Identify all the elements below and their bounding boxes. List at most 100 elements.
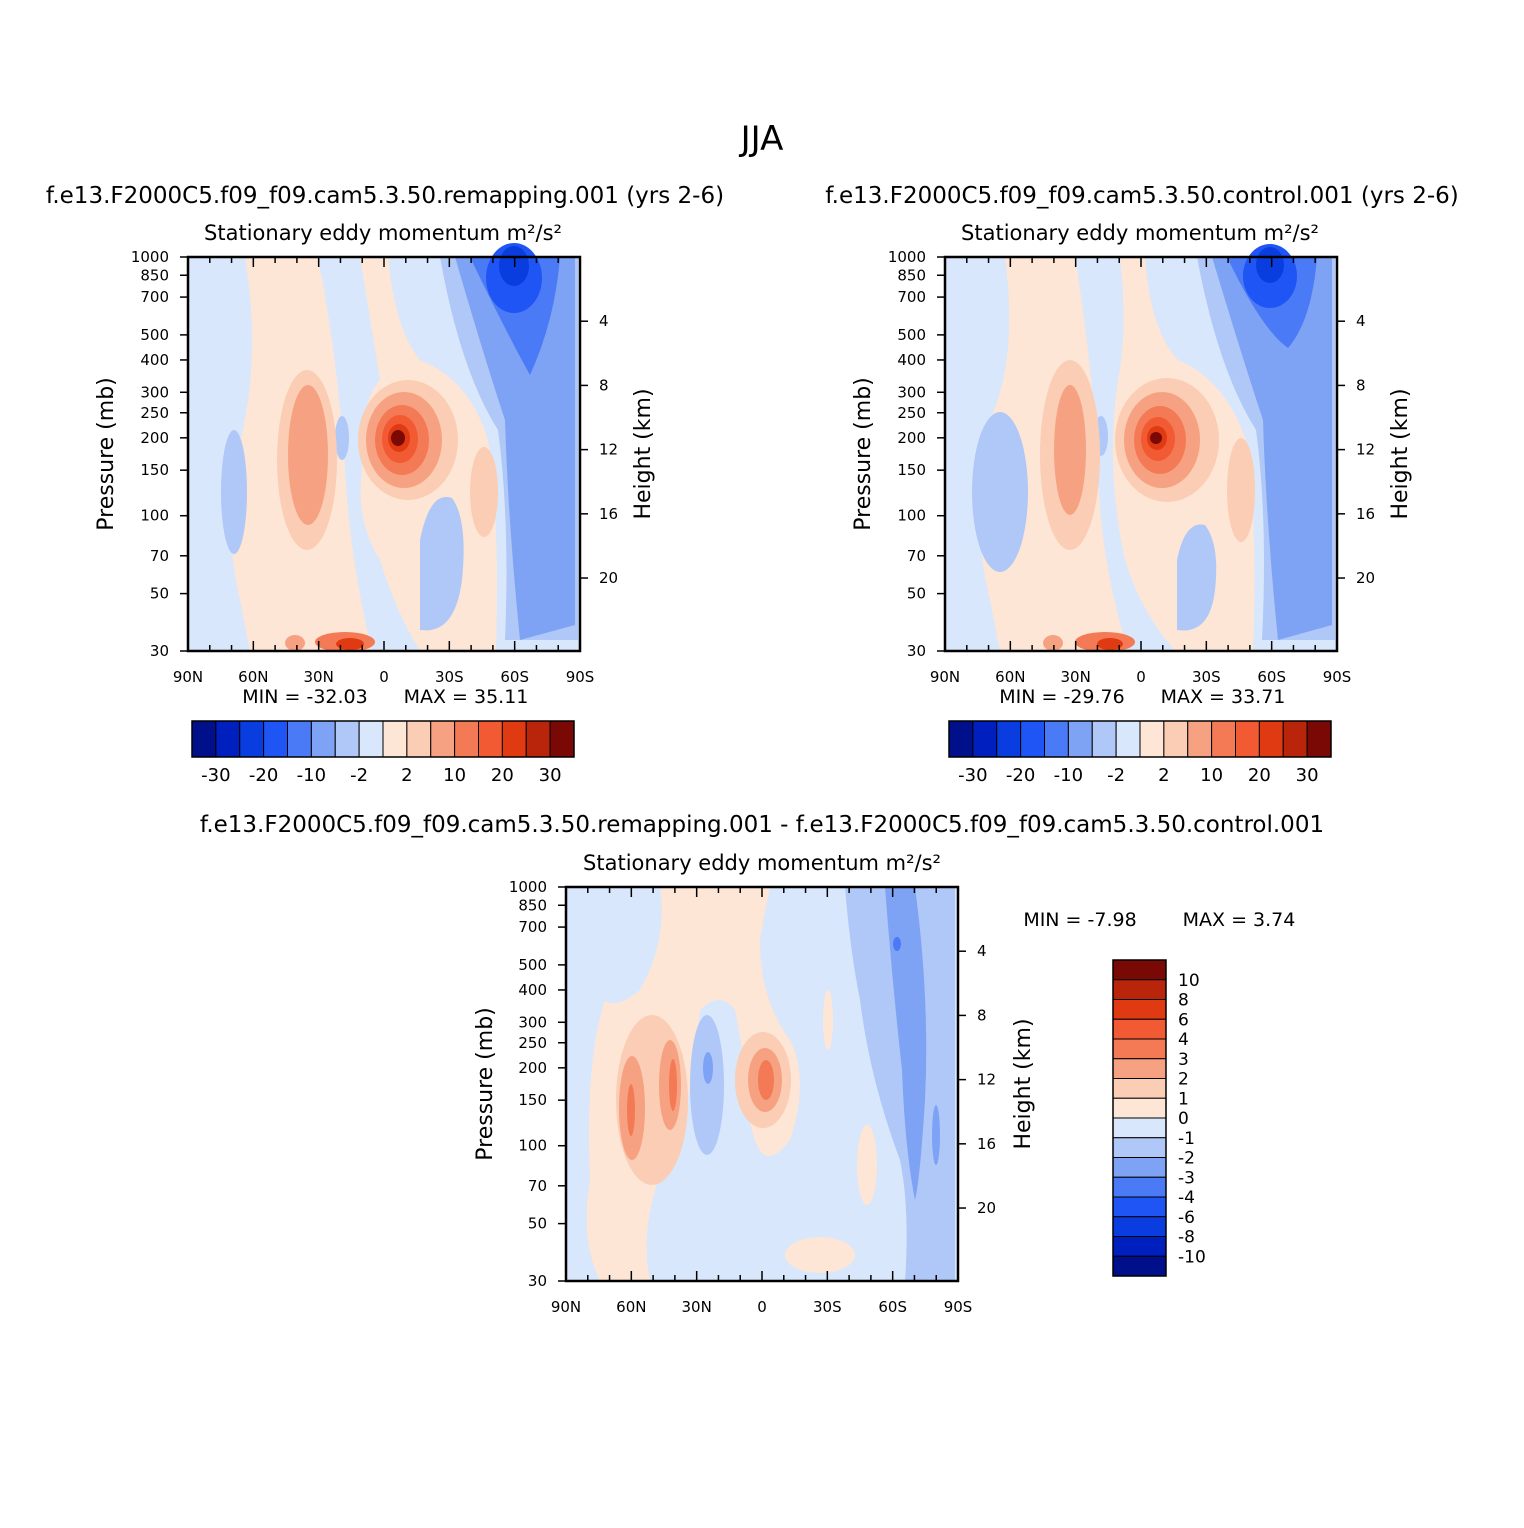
y2-axis-label: Height (km) [1011, 1018, 1036, 1149]
colorbar-swatch [406, 720, 432, 758]
colorbar-swatch [215, 720, 241, 758]
x-tick-label: 30S [813, 1298, 842, 1316]
colorbar-label: 4 [1178, 1030, 1189, 1050]
y2-tick-label: 16 [599, 505, 618, 523]
field-jet-6 [1150, 432, 1162, 444]
field-negative-south-2 [885, 887, 927, 1200]
colorbar-label: 0 [1178, 1109, 1189, 1129]
y-tick-label: 30 [150, 642, 169, 660]
panel-subtitle: Stationary eddy momentum m²/s² [583, 851, 941, 875]
y2-tick-label: 16 [1356, 505, 1375, 523]
y2-tick-label: 12 [977, 1071, 996, 1089]
colorbar-label: 20 [1248, 765, 1271, 786]
colorbar-label: -30 [958, 765, 987, 786]
colorbar-swatch [1112, 1117, 1167, 1139]
y2-tick-label: 20 [599, 569, 618, 587]
y2-tick-label: 8 [977, 1006, 987, 1024]
y-tick-label: 500 [518, 956, 547, 974]
y-tick-label: 1000 [131, 248, 169, 266]
colorbar: -30 -20 -10 -2 2 10 20 30 [948, 720, 1332, 786]
field-negative-south-1 [845, 887, 955, 1281]
colorbar-swatch [972, 720, 998, 758]
colorbar-swatch [1112, 1255, 1167, 1277]
colorbar-swatch [1091, 720, 1117, 758]
field-surface-positive-2 [1043, 635, 1063, 651]
x-tick-label: 30S [435, 668, 464, 686]
min-label: MIN = -7.98 [1023, 909, 1136, 931]
field-positive-patch-2 [857, 1125, 877, 1205]
colorbar-label: -10 [1178, 1247, 1206, 1267]
colorbar-swatch [501, 720, 527, 758]
colorbar-swatch [1112, 1018, 1167, 1040]
panel-subtitle: Stationary eddy momentum m²/s² [204, 221, 562, 245]
y-tick-label: 850 [140, 266, 169, 284]
colorbar-label: -4 [1178, 1188, 1195, 1208]
colorbar-swatch [525, 720, 551, 758]
colorbar-swatch [1112, 1157, 1167, 1178]
x-tick-label: 60N [995, 668, 1025, 686]
y-tick-label: 700 [897, 288, 926, 306]
colorbar-label: 30 [1296, 765, 1319, 786]
field-positive-patch-3 [785, 1237, 855, 1273]
y-tick-label: 300 [897, 383, 926, 401]
colorbar-swatch [1020, 720, 1045, 758]
colorbar-swatch [1112, 1038, 1167, 1060]
colorbar-swatch [1112, 1078, 1167, 1099]
colorbar-swatch [996, 720, 1022, 758]
colorbar-label: 8 [1178, 991, 1189, 1011]
colorbar-swatch [1112, 1196, 1167, 1218]
plot-field [566, 887, 958, 1281]
colorbar-label: 1 [1178, 1089, 1189, 1109]
y-tick-label: 50 [150, 585, 169, 603]
y-tick-label: 30 [528, 1272, 547, 1290]
y2-axis-label: Height (km) [631, 388, 656, 519]
colorbar-swatch [1112, 1176, 1167, 1198]
field-positive-east [1227, 438, 1255, 542]
y-tick-label: 300 [140, 383, 169, 401]
x-tick-label: 60N [238, 668, 268, 686]
colorbar-swatch [1306, 720, 1332, 758]
y-tick-label: 150 [140, 461, 169, 479]
colorbar-swatch [1115, 720, 1141, 758]
colorbar-swatch [1044, 720, 1069, 758]
colorbar-swatch [263, 720, 288, 758]
colorbar-label: 20 [491, 765, 514, 786]
colorbar-swatch [1112, 979, 1167, 1000]
field-surface-positive-core [1097, 638, 1123, 650]
colorbar-label: -2 [1178, 1149, 1195, 1169]
y-tick-label: 200 [518, 1059, 547, 1077]
field-positive-west-5 [669, 1059, 677, 1111]
y2-tick-label: 20 [1356, 569, 1375, 587]
plot-field [188, 243, 580, 652]
y2-tick-label: 4 [977, 942, 987, 960]
x-tick-label: 90S [1323, 668, 1352, 686]
x-tick-label: 60N [616, 1298, 646, 1316]
x-tick-label: 90N [930, 668, 960, 686]
colorbar-swatch [1112, 1097, 1167, 1119]
field-negative-mid [318, 257, 420, 651]
y-axis-label: Pressure (mb) [851, 377, 876, 531]
colorbar-swatch [310, 720, 336, 758]
colorbar-swatch [1112, 1216, 1167, 1237]
field-negative-south-6 [1256, 247, 1284, 283]
panel-title: f.e13.F2000C5.f09_f09.cam5.3.50.remappin… [46, 183, 724, 209]
y-tick-label: 700 [518, 918, 547, 936]
colorbar-label: 2 [401, 765, 412, 786]
field-negative-lower [420, 496, 464, 631]
max-label: MAX = 3.74 [1183, 909, 1296, 931]
colorbar-swatch [549, 720, 575, 758]
field-positive-west-core [288, 385, 328, 525]
field-negative-lower [1177, 524, 1217, 631]
colorbar-label: 6 [1178, 1010, 1189, 1030]
y-tick-label: 500 [140, 326, 169, 344]
y2-tick-label: 20 [977, 1199, 996, 1217]
colorbar-swatch [358, 720, 384, 758]
colorbar-label: -20 [249, 765, 278, 786]
x-tick-label: 60S [878, 1298, 907, 1316]
colorbar-label: 10 [1200, 765, 1223, 786]
field-positive-east [470, 447, 498, 537]
plot-field [945, 244, 1337, 652]
y-tick-label: 700 [140, 288, 169, 306]
colorbar-swatch [1258, 720, 1284, 758]
